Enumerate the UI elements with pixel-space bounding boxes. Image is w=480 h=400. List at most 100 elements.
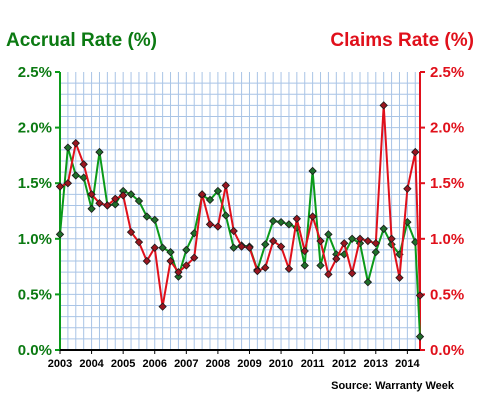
accrual-point: [261, 240, 270, 249]
claims-point: [126, 227, 136, 237]
claims-point: [150, 243, 159, 252]
claims-point: [103, 201, 112, 210]
claims-point: [197, 190, 207, 199]
claims-point: [55, 182, 65, 191]
accrual-point: [205, 195, 215, 205]
claims-point: [276, 242, 286, 251]
x-tick-label: 2011: [301, 358, 325, 370]
accrual-point: [316, 261, 325, 270]
claims-point: [324, 270, 333, 279]
accrual-point: [268, 216, 278, 226]
claims-point: [284, 264, 294, 273]
x-tick-label: 2012: [332, 358, 356, 370]
x-tick-label: 2007: [174, 358, 198, 370]
left-tick-label: 2.0%: [18, 120, 52, 137]
claims-point: [111, 194, 120, 203]
accrual-point: [229, 243, 238, 252]
x-tick-label: 2008: [206, 358, 230, 370]
accrual-point: [126, 190, 136, 199]
x-tick-label: 2005: [111, 358, 135, 370]
claims-point: [332, 254, 341, 263]
right-axis-title: Claims Rate (%): [330, 30, 474, 51]
claims-point: [71, 139, 80, 148]
x-tick-label: 2006: [142, 358, 166, 370]
claims-point: [371, 239, 380, 248]
left-tick-label: 1.5%: [18, 175, 52, 192]
claims-point: [347, 269, 357, 278]
left-axis-title: Accrual Rate (%): [6, 30, 157, 51]
claims-point: [411, 147, 420, 157]
x-tick-label: 2014: [395, 358, 420, 370]
claims-point: [379, 101, 388, 110]
left-tick-label: 0.5%: [18, 286, 52, 303]
accrual-point: [55, 230, 65, 239]
left-tick-label: 2.5%: [18, 64, 52, 81]
accrual-point: [276, 217, 286, 227]
claims-point: [308, 212, 317, 221]
claims-point: [134, 237, 144, 247]
accrual-point: [95, 147, 104, 157]
right-tick-label: 0.5%: [430, 286, 464, 303]
right-tick-label: 2.0%: [430, 120, 464, 137]
accrual-point: [182, 245, 191, 255]
x-tick-label: 2004: [79, 358, 104, 370]
claims-point: [363, 236, 373, 246]
accrual-point: [284, 220, 294, 229]
accrual-point: [213, 186, 223, 196]
right-tick-label: 2.5%: [430, 64, 464, 81]
accrual-point: [387, 240, 396, 249]
claims-point: [166, 256, 175, 266]
accrual-point: [142, 212, 152, 221]
claims-point: [355, 234, 365, 243]
accrual-point: [363, 278, 373, 287]
claims-point: [395, 273, 404, 282]
claims-point: [213, 222, 223, 231]
claims-point: [292, 214, 302, 223]
claims-point: [87, 190, 96, 199]
right-tick-label: 0.0%: [430, 342, 464, 359]
claims-point: [221, 181, 230, 190]
claims-point: [316, 236, 325, 246]
claims-point: [340, 239, 349, 248]
accrual-point: [158, 243, 167, 252]
claims-point: [261, 263, 270, 272]
accrual-point: [134, 196, 144, 206]
claims-point: [268, 236, 278, 246]
claims-point: [300, 246, 309, 256]
accrual-point: [415, 332, 425, 341]
x-tick-label: 2013: [364, 358, 388, 370]
accrual-point: [308, 166, 317, 176]
claims-point: [387, 234, 396, 243]
claims-point: [174, 267, 183, 277]
claims-point: [403, 184, 412, 193]
claims-point: [63, 179, 73, 188]
accrual-point: [300, 261, 309, 270]
accrual-point: [71, 171, 80, 180]
claims-point: [95, 199, 104, 208]
claims-point: [182, 261, 191, 270]
accrual-point: [324, 230, 333, 239]
accrual-point: [347, 234, 357, 243]
claims-point: [205, 220, 215, 229]
plot-area: [60, 72, 420, 350]
right-tick-label: 1.0%: [430, 231, 464, 248]
x-tick-label: 2009: [237, 358, 261, 370]
left-tick-label: 1.0%: [18, 231, 52, 248]
accrual-point: [221, 211, 230, 220]
claims-point: [229, 226, 238, 236]
source-note: Source: Warranty Week: [331, 380, 454, 392]
right-tick-label: 1.5%: [430, 175, 464, 192]
x-tick-label: 2003: [48, 358, 72, 370]
accrual-point: [150, 215, 159, 225]
claims-point: [415, 291, 425, 300]
claims-point: [79, 160, 88, 169]
claims-point: [118, 191, 128, 200]
x-tick-label: 2010: [269, 358, 293, 370]
claims-point: [237, 242, 246, 251]
claims-point: [158, 302, 167, 311]
accrual-point: [111, 200, 120, 209]
accrual-point: [63, 143, 73, 152]
claims-point: [245, 243, 254, 252]
accrual-point: [371, 247, 380, 257]
